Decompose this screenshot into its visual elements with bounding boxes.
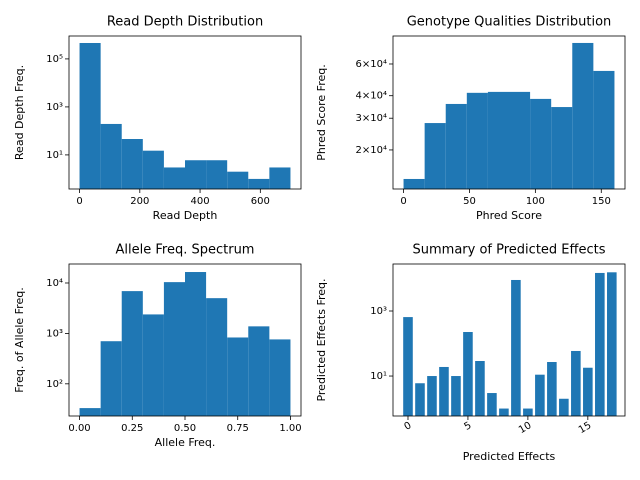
x-tick-label: 0.25 (121, 423, 143, 434)
y-axis-label: Phred Score Freq. (315, 64, 328, 161)
bar (163, 282, 185, 416)
x-tick-label: 50 (463, 196, 476, 207)
x-axis-label: Predicted Effects (463, 450, 556, 463)
x-tick-label: 0.00 (68, 423, 90, 434)
y-tick-label: 3×10⁴ (356, 113, 387, 124)
y-axis-label: Predicted Effects Freq. (315, 278, 328, 401)
y-tick-label: 4×10⁴ (356, 91, 387, 102)
bar (206, 160, 228, 189)
x-tick-label: 15 (577, 420, 594, 436)
x-tick-label: 150 (592, 196, 611, 207)
y-tick-label: 10³ (46, 328, 63, 339)
axes-frame (392, 263, 626, 417)
y-axis-label: Freq. of Allele Freq. (13, 287, 26, 392)
bar (511, 279, 521, 416)
bar (121, 291, 143, 416)
bar (499, 408, 509, 416)
x-tick-label: 0.75 (227, 423, 249, 434)
bar (403, 317, 413, 416)
x-tick-label: 0 (76, 196, 82, 207)
y-tick-label: 10³ (46, 102, 63, 113)
bar (100, 123, 122, 189)
bar (475, 360, 485, 416)
y-tick-label: 10² (46, 379, 63, 390)
bar (551, 107, 573, 189)
bar (269, 167, 291, 189)
bar (547, 362, 557, 416)
bar (185, 160, 207, 189)
y-tick-label: 10¹ (46, 150, 63, 161)
y-tick-label: 10⁴ (46, 278, 63, 289)
bar (163, 167, 185, 189)
bar (415, 383, 425, 416)
bar (466, 92, 488, 189)
y-tick-label: 2×10⁴ (356, 145, 387, 156)
bar (595, 272, 605, 416)
x-tick-label: 0 (403, 420, 414, 433)
bar (583, 367, 593, 416)
x-tick-label: 5 (463, 420, 474, 433)
x-tick-label: 0 (400, 196, 406, 207)
bar (593, 70, 615, 189)
x-axis-label: Allele Freq. (155, 436, 216, 449)
bar (227, 337, 249, 416)
y-tick-label: 10³ (370, 306, 387, 317)
x-tick-label: 1.00 (279, 423, 301, 434)
bar (142, 150, 164, 189)
bar (269, 339, 291, 416)
bar (206, 298, 228, 416)
bar (248, 326, 270, 416)
chart-title: Summary of Predicted Effects (413, 243, 606, 258)
bar (79, 42, 101, 189)
x-axis-label: Read Depth (153, 209, 218, 222)
axes-frame (68, 35, 302, 190)
axes-frame (392, 35, 626, 190)
bar (571, 350, 581, 416)
bar (427, 376, 437, 416)
bar (142, 314, 164, 416)
x-tick-label: 600 (251, 196, 270, 207)
bar (509, 91, 531, 189)
bar (79, 408, 101, 416)
bar (439, 366, 449, 416)
bar (487, 91, 509, 189)
bar (424, 123, 446, 189)
y-tick-label: 10⁵ (46, 54, 63, 65)
bar (248, 178, 270, 189)
chart-title: Read Depth Distribution (107, 15, 263, 30)
x-tick-label: 100 (526, 196, 545, 207)
chart-title: Genotype Qualities Distribution (407, 15, 612, 30)
y-axis-label: Read Depth Freq. (13, 65, 26, 160)
x-tick-label: 400 (191, 196, 210, 207)
bar (403, 178, 425, 189)
x-tick-label: 200 (130, 196, 149, 207)
bar (185, 272, 207, 416)
bar (121, 139, 143, 189)
x-axis-label: Phred Score (476, 209, 542, 222)
x-tick-label: 0.50 (174, 423, 196, 434)
bar (463, 332, 473, 416)
bar (445, 103, 467, 189)
bar (530, 98, 552, 189)
y-tick-label: 6×10⁴ (356, 59, 387, 70)
bar (572, 42, 594, 190)
bar (523, 408, 533, 416)
bar (535, 374, 545, 416)
bar (559, 398, 569, 416)
bar (487, 393, 497, 416)
y-tick-label: 10¹ (370, 371, 387, 382)
bar (100, 341, 122, 416)
bar (227, 171, 249, 189)
x-tick-label: 10 (517, 420, 534, 436)
chart-title: Allele Freq. Spectrum (116, 243, 255, 258)
bar (451, 376, 461, 416)
bar (607, 272, 617, 416)
